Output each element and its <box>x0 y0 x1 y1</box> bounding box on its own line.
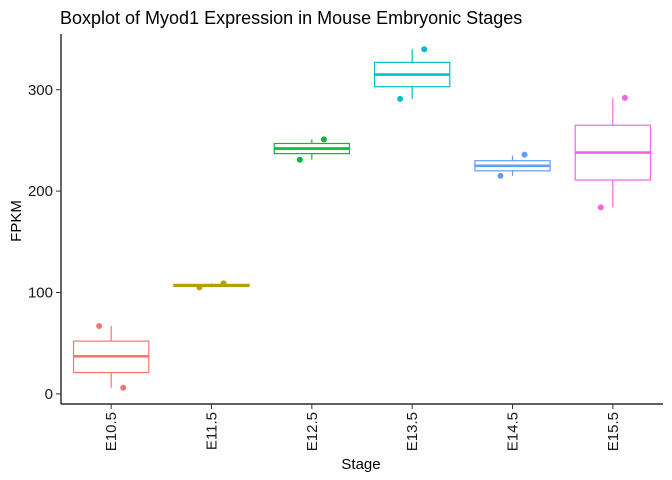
data-point <box>320 136 327 143</box>
data-point <box>497 172 504 179</box>
data-point <box>521 151 528 158</box>
x-tick-label: E10.5 <box>103 412 120 451</box>
y-tick-label: 0 <box>45 386 53 403</box>
x-tick-label: E15.5 <box>605 412 622 451</box>
data-point <box>397 95 404 102</box>
x-tick-label: E13.5 <box>404 412 421 451</box>
data-point <box>196 284 203 291</box>
data-point <box>421 46 428 53</box>
plot-area: 0 100 200 300 E10.5 E11.5 E12.5 E13.5 E14.5 E15.5 <box>28 34 663 451</box>
data-point <box>220 280 227 287</box>
chart-title: Boxplot of Myod1 Expression in Mouse Emb… <box>60 8 522 28</box>
y-axis-title: FPKM <box>8 200 25 242</box>
data-point <box>296 156 303 163</box>
x-tick-label: E14.5 <box>505 412 522 451</box>
y-tick-label: 200 <box>28 183 53 200</box>
data-point <box>597 204 604 211</box>
data-point <box>96 322 103 329</box>
y-tick-label: 300 <box>28 82 53 99</box>
data-point <box>621 94 628 101</box>
y-tick-label: 100 <box>28 284 53 301</box>
data-point <box>120 384 127 391</box>
x-axis-title: Stage <box>341 456 380 473</box>
x-tick-label: E12.5 <box>304 412 321 451</box>
x-tick-label: E11.5 <box>204 412 221 450</box>
